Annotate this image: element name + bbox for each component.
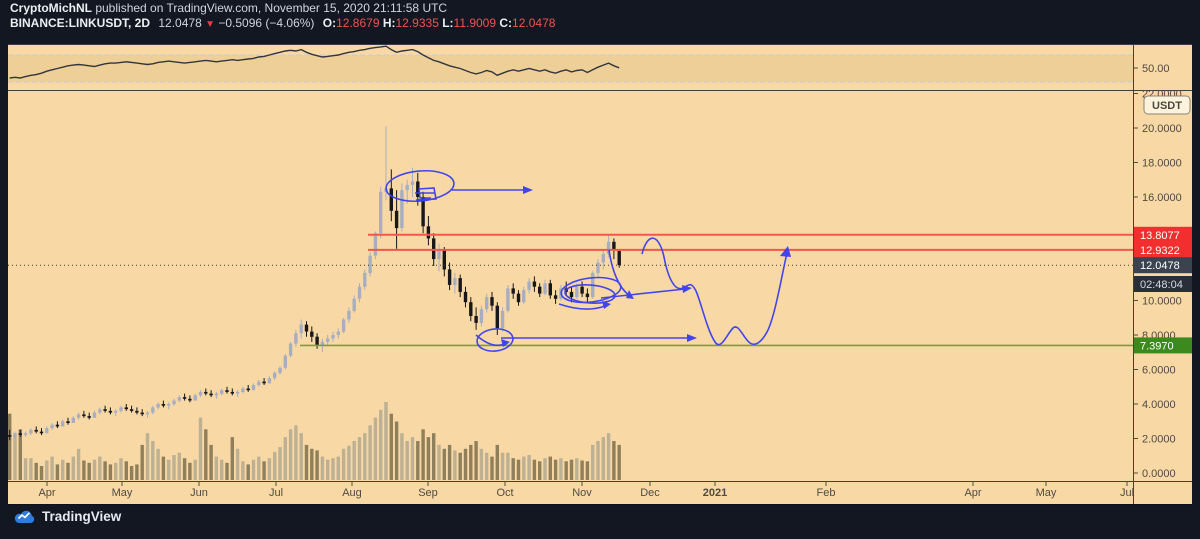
drawn-annotations[interactable] [385, 168, 791, 353]
chart-header: CryptoMichNL published on TradingView.co… [10, 1, 555, 32]
price-change-text: −0.5096 (−4.06%) [218, 16, 315, 30]
drawn-bounce-arc[interactable] [608, 249, 630, 296]
svg-text:2.0000: 2.0000 [1142, 434, 1176, 446]
svg-text:Jul: Jul [269, 487, 283, 499]
volume-bars [8, 402, 621, 480]
drawn-arrow-flat-november[interactable] [600, 288, 686, 299]
candlesticks [8, 126, 621, 441]
ohlc-values: O:12.8679 H:12.9335 L:11.9009 C:12.0478 [323, 16, 556, 30]
chart-background [8, 44, 1192, 505]
symbol-line: BINANCE:LINKUSDT, 2D 12.0478 ▼ −0.5096 (… [10, 16, 555, 32]
svg-text:18.0000: 18.0000 [1142, 158, 1182, 170]
ohlc-label: O: [322, 16, 337, 30]
svg-text:02:48:04: 02:48:04 [1140, 279, 1183, 291]
svg-text:Jun: Jun [190, 487, 208, 499]
ohlc-value: 12.8679 [336, 16, 383, 30]
indicator-band [8, 55, 1133, 82]
svg-text:2021: 2021 [703, 487, 727, 499]
drawn-ellipse-august-top[interactable] [385, 168, 455, 204]
svg-text:Feb: Feb [817, 487, 836, 499]
svg-text:Nov: Nov [572, 487, 592, 499]
last-price-text: 12.0478 [158, 16, 202, 30]
arrowhead-right-august [523, 186, 533, 194]
ohlc-label: C: [499, 16, 513, 30]
publish-line: CryptoMichNL published on TradingView.co… [10, 1, 555, 16]
arrowhead-curved-november [602, 301, 611, 309]
price-levels[interactable] [8, 233, 1133, 347]
svg-text:16.0000: 16.0000 [1142, 192, 1182, 204]
svg-text:0.0000: 0.0000 [1142, 468, 1176, 480]
ohlc-label: L: [442, 16, 454, 30]
svg-text:Aug: Aug [342, 487, 362, 499]
tradingview-logo-text: TradingView [42, 508, 122, 524]
svg-text:12.0478: 12.0478 [1140, 260, 1180, 272]
drawn-curved-arrow-support[interactable] [475, 334, 505, 347]
price-badge [1134, 276, 1192, 292]
arrowhead-projection-up [780, 246, 791, 257]
ohlc-value: 11.9009 [453, 16, 500, 30]
price-badge [1134, 241, 1192, 258]
price-badge [1134, 337, 1192, 354]
price-axis[interactable]: 22.000020.000018.000016.000010.00008.000… [1133, 63, 1192, 480]
svg-text:50.00: 50.00 [1142, 63, 1170, 75]
svg-text:Jul: Jul [1120, 487, 1134, 499]
svg-text:Dec: Dec [640, 487, 660, 499]
svg-text:May: May [112, 487, 133, 499]
svg-text:USDT: USDT [1152, 100, 1182, 112]
arrowhead-long-support [687, 334, 697, 342]
drawn-projection-path[interactable] [641, 237, 788, 346]
symbol-interval: BINANCE:LINKUSDT, 2D [10, 16, 151, 30]
arrowhead-curved-support [501, 339, 510, 347]
down-triangle-icon: ▼ [205, 19, 215, 30]
svg-text:6.0000: 6.0000 [1142, 365, 1176, 377]
svg-text:13.8077: 13.8077 [1140, 230, 1180, 242]
currency-badge [1143, 95, 1191, 115]
author-name: CryptoMichNL [10, 1, 92, 15]
svg-text:Apr: Apr [964, 487, 981, 499]
arrowhead-bounce-arc [626, 290, 634, 299]
svg-text:Oct: Oct [496, 487, 513, 499]
tradingview-logo-icon [14, 510, 35, 524]
price-badge [1134, 226, 1192, 243]
svg-text:Sep: Sep [418, 487, 438, 499]
svg-text:20.0000: 20.0000 [1142, 123, 1182, 135]
rsi-line [9, 45, 620, 79]
ohlc-value: 12.9335 [395, 16, 443, 30]
time-axis[interactable]: Apr May Jun Jul Aug Sep Oct Nov Dec 2021 Feb Apr May… [38, 481, 1134, 499]
tradingview-branding[interactable]: TradingView [14, 508, 121, 524]
svg-text:May: May [1036, 487, 1057, 499]
ohlc-value: 12.0478 [512, 16, 556, 30]
drawn-curved-arrow-november[interactable] [558, 303, 606, 310]
svg-text:10.0000: 10.0000 [1142, 296, 1182, 308]
drawn-scribble-august[interactable] [415, 187, 437, 201]
ohlc-label: H: [382, 16, 396, 30]
svg-text:12.9322: 12.9322 [1140, 245, 1180, 257]
svg-text:7.3970: 7.3970 [1140, 340, 1174, 352]
svg-text:4.0000: 4.0000 [1142, 399, 1176, 411]
price-badge [1134, 257, 1192, 274]
publish-info: published on TradingView.com, November 1… [92, 1, 448, 15]
svg-text:Apr: Apr [38, 487, 55, 499]
